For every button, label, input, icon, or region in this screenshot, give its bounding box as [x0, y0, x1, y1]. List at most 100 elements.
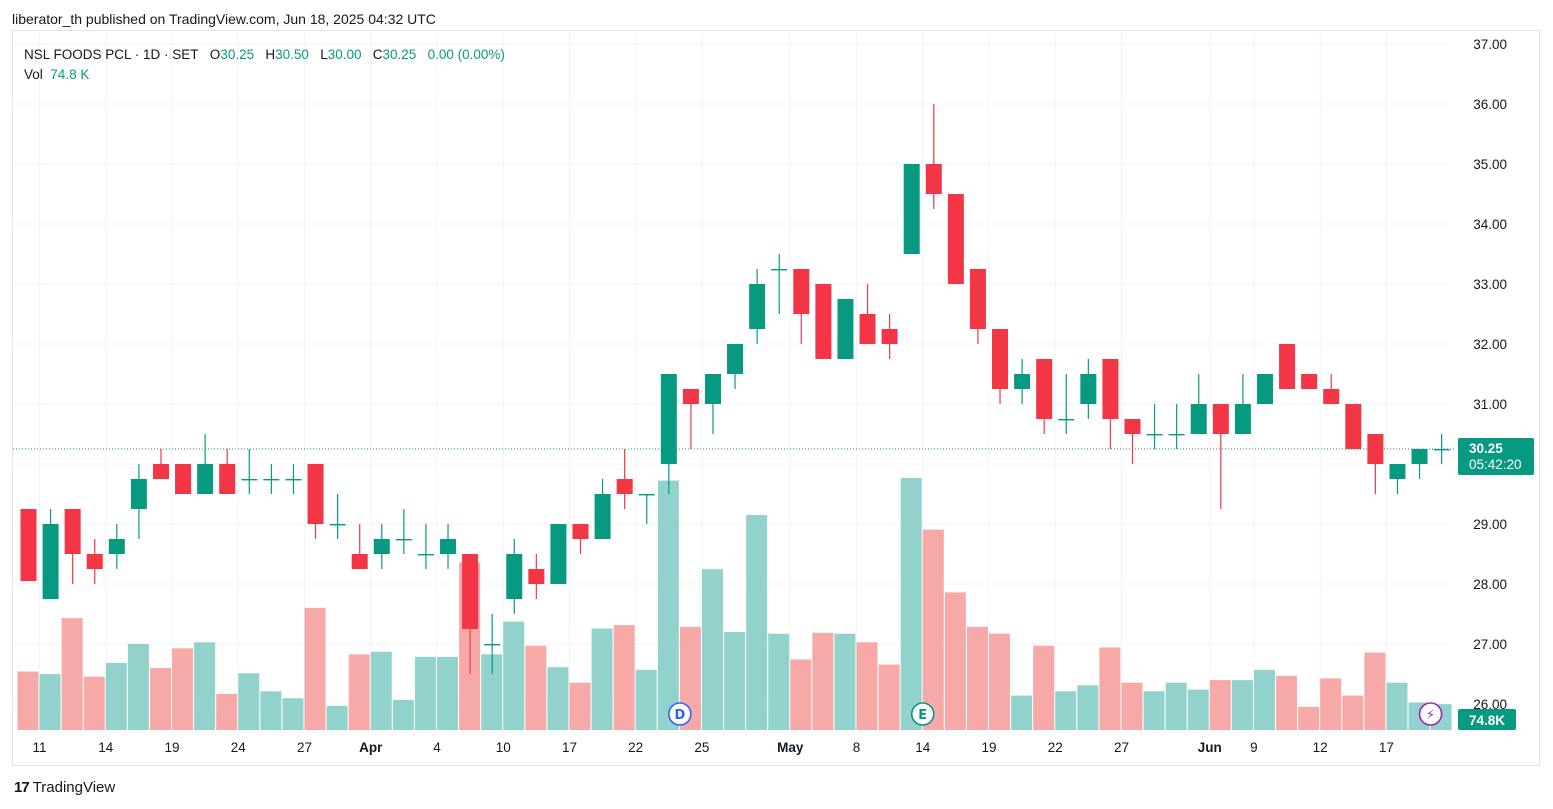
- candle-body: [815, 284, 832, 359]
- event-marker: [668, 702, 692, 726]
- volume-bar: [635, 669, 657, 730]
- candle-body: [1146, 434, 1163, 436]
- high-value: 30.50: [275, 47, 309, 62]
- volume-bar: [989, 633, 1011, 730]
- candle-body: [462, 554, 479, 629]
- volume-bar: [1276, 675, 1298, 730]
- x-tick-label: 14: [98, 740, 114, 755]
- candle-body: [1058, 419, 1075, 421]
- last-price-badge: [1458, 438, 1534, 475]
- candle-body: [351, 554, 368, 569]
- volume-bar: [260, 691, 282, 730]
- publisher-line: liberator_th published on TradingView.co…: [12, 11, 436, 27]
- volume-bar: [127, 644, 149, 730]
- volume-bar: [83, 676, 105, 730]
- volume-bar: [1011, 695, 1033, 730]
- candle-body: [1124, 419, 1141, 434]
- candle-body: [1102, 359, 1119, 419]
- volume-bar: [1320, 678, 1342, 730]
- x-tick-label: 19: [165, 740, 180, 755]
- volume-bar: [1165, 682, 1187, 730]
- candle-body: [903, 164, 920, 254]
- chart-legend: NSL FOODS PCL · 1D · SET O30.25 H30.50 L…: [24, 45, 505, 85]
- candle-body: [1345, 404, 1362, 449]
- volume-bar: [768, 633, 790, 730]
- candle-body: [241, 479, 258, 481]
- candle-body: [1433, 449, 1450, 451]
- volume-bar: [569, 682, 591, 730]
- volume-bar: [591, 628, 613, 730]
- volume-bar: [900, 478, 922, 730]
- volume-bar: [39, 674, 61, 730]
- volume-bar: [657, 480, 679, 730]
- candle-body: [86, 554, 103, 569]
- low-label: L: [320, 47, 328, 62]
- candle-body: [727, 344, 744, 374]
- volume-bar: [437, 656, 459, 730]
- volume-bar: [481, 654, 503, 730]
- candle-body: [1323, 389, 1340, 404]
- x-tick-label: Jun: [1198, 740, 1222, 755]
- candle-body: [1080, 374, 1097, 404]
- volume-bar: [194, 642, 216, 730]
- volume-bar: [1298, 706, 1320, 730]
- close-value: 30.25: [382, 47, 417, 62]
- x-tick-label: 27: [297, 740, 312, 755]
- x-tick-label: 25: [694, 740, 709, 755]
- volume-bar: [922, 529, 944, 730]
- candle-body: [550, 524, 567, 584]
- volume-bar: [1342, 695, 1364, 730]
- volume-badge-value: 74.8K: [1469, 713, 1505, 728]
- volume-bar: [1099, 647, 1121, 730]
- volume-bar: [1033, 645, 1055, 730]
- countdown-value: 05:42:20: [1469, 457, 1522, 472]
- high-label: H: [265, 47, 276, 62]
- candle-body: [1389, 464, 1406, 479]
- candle-body: [1036, 359, 1053, 419]
- candle-body: [969, 269, 986, 329]
- x-tick-label: Apr: [359, 740, 383, 755]
- volume-bar: [790, 659, 812, 730]
- candle-body: [285, 479, 302, 481]
- candle-body: [1411, 449, 1428, 464]
- chart-frame[interactable]: [12, 30, 1540, 766]
- candle-body: [881, 329, 898, 344]
- candle-body: [1168, 434, 1185, 436]
- x-tick-label: 14: [915, 740, 931, 755]
- low-value: 30.00: [327, 47, 362, 62]
- symbol-label[interactable]: NSL FOODS PCL · 1D · SET: [24, 47, 199, 62]
- candle-body: [506, 554, 523, 599]
- volume-bar: [1253, 669, 1275, 730]
- x-tick-label: 17: [1379, 740, 1394, 755]
- volume-bar: [304, 607, 326, 730]
- candle-body: [64, 509, 81, 554]
- volume-bar: [966, 626, 988, 730]
- candle-body: [395, 539, 412, 541]
- footer-brand[interactable]: 17 TradingView: [14, 779, 115, 796]
- candle-body: [1367, 434, 1384, 464]
- candle-body: [793, 269, 810, 314]
- volume-bar: [1077, 685, 1099, 730]
- volume-bar: [370, 651, 392, 730]
- y-tick-label: 27.00: [1473, 637, 1507, 652]
- volume-bar: [172, 648, 194, 730]
- y-tick-label: 34.00: [1473, 217, 1507, 232]
- candle-body: [859, 314, 876, 344]
- candle-body: [682, 389, 699, 404]
- candle-body: [771, 269, 788, 271]
- candle-body: [837, 299, 854, 359]
- candle-body: [197, 464, 214, 494]
- close-label: C: [372, 47, 383, 62]
- candle-body: [152, 464, 169, 479]
- y-tick-label: 26.00: [1473, 697, 1507, 712]
- candle-body: [307, 464, 324, 524]
- volume-label[interactable]: Vol: [24, 67, 43, 82]
- volume-value: 74.8 K: [50, 67, 90, 82]
- candle-body: [263, 479, 280, 481]
- volume-bar: [701, 569, 723, 730]
- event-marker: [1418, 702, 1443, 726]
- volume-bar: [1386, 682, 1408, 730]
- x-tick-label: 10: [496, 740, 511, 755]
- volume-bar: [17, 671, 39, 730]
